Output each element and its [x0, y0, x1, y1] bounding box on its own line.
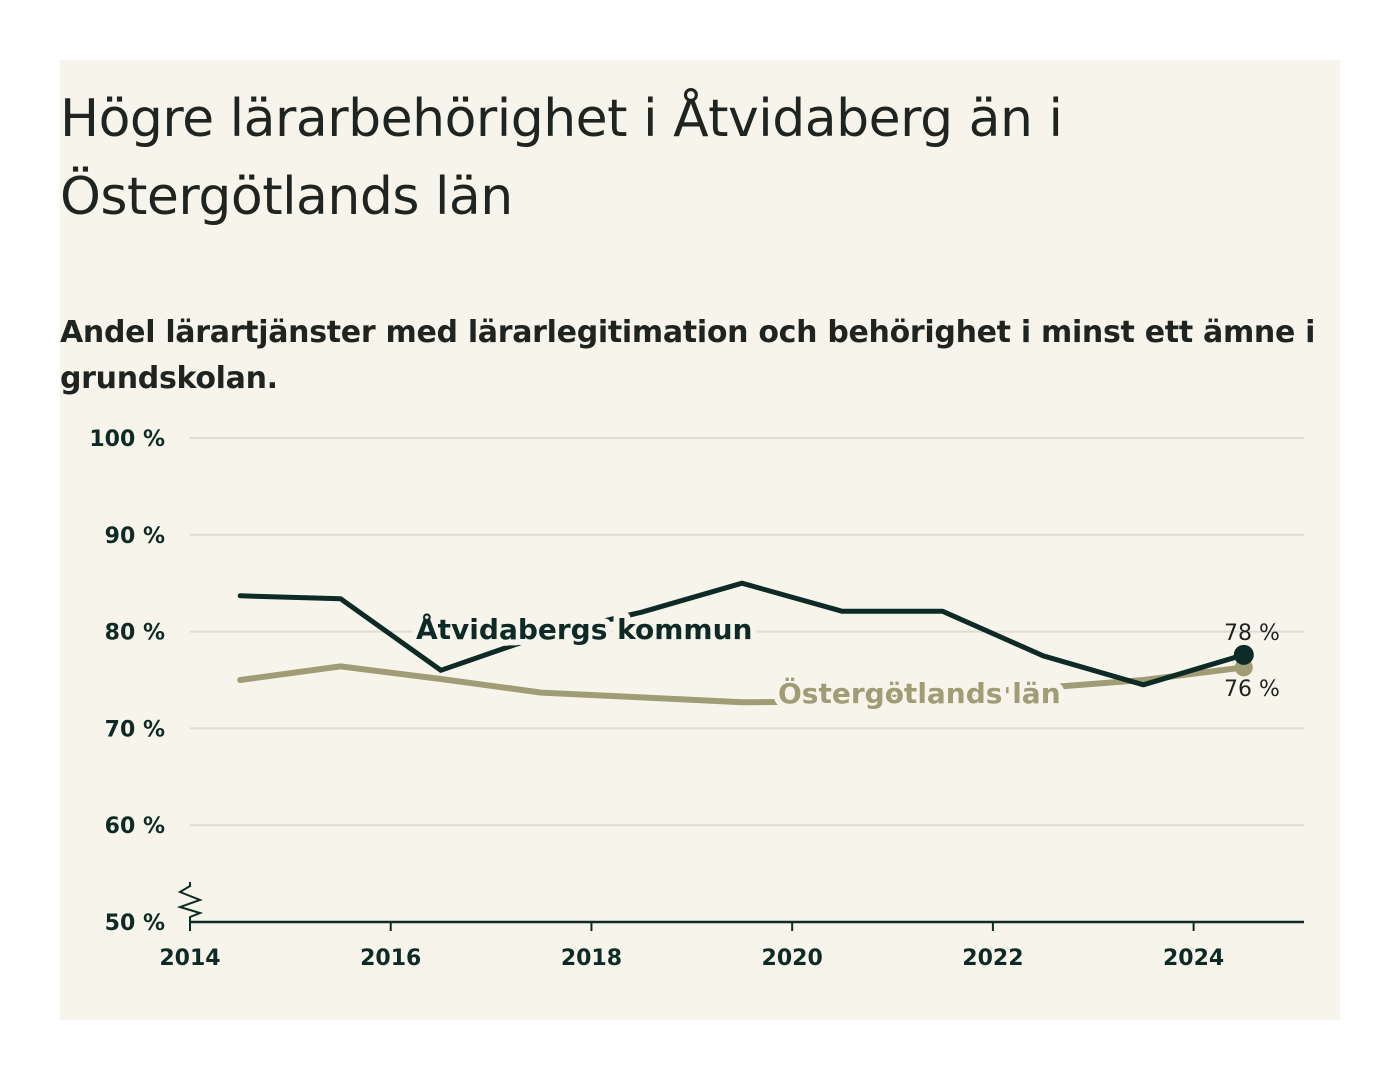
end-label-ostergotland: 76 % [1224, 677, 1280, 702]
end-label-atvidaberg: 78 % [1224, 621, 1280, 646]
series-line-atvidaberg [237, 580, 1247, 688]
series-endpoint-atvidaberg [1233, 644, 1254, 665]
chart-subtitle: Andel lärartjänster med lärarlegitimatio… [60, 315, 1316, 396]
x-tick-label: 2020 [762, 946, 823, 971]
y-tick-label: 80 % [105, 621, 165, 646]
chart-title: Högre lärarbehörighet i Åtvidaberg än i … [60, 89, 1063, 227]
y-tick-label: 50 % [105, 911, 165, 936]
y-tick-label: 70 % [105, 717, 165, 742]
x-tick-label: 2018 [561, 946, 622, 971]
y-tick-label: 90 % [105, 524, 165, 549]
x-tick-label: 2014 [159, 946, 220, 971]
x-tick-label: 2022 [962, 946, 1023, 971]
x-tick-label: 2016 [360, 946, 421, 971]
x-tick-label: 2024 [1163, 946, 1224, 971]
axis-break-mark [176, 882, 204, 922]
series-label-atvidaberg: Åtvidabergs kommun [416, 612, 752, 646]
y-tick-label: 60 % [105, 814, 165, 839]
series-line-ostergotland [237, 663, 1247, 706]
series-label-ostergotland: Östergötlands län [778, 676, 1061, 710]
chart-card [60, 60, 1340, 1020]
y-tick-label: 100 % [89, 427, 165, 452]
